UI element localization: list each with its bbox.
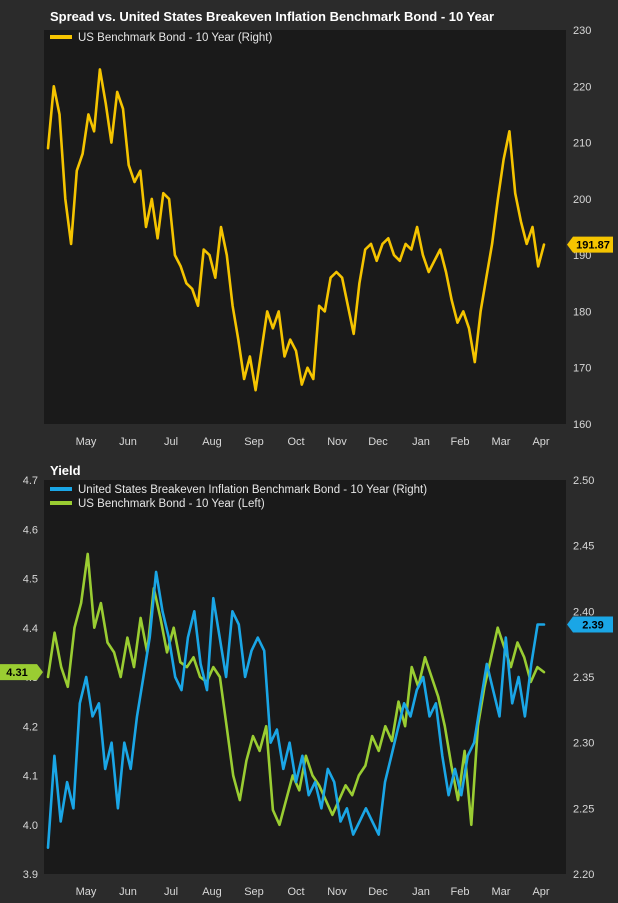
yield-x-tick-feb: Feb [451, 886, 470, 898]
last-value-badge-breakeven-bg [567, 616, 613, 633]
yield-y-left-tick-4.0: 4.0 [23, 820, 38, 832]
last-value-badge-breakeven: 2.39 [582, 619, 603, 631]
yield-y-left-tick-4.1: 4.1 [23, 771, 38, 783]
last-value-badge-us-benchmark-bg [567, 236, 613, 253]
yield-y-left-tick-4.4: 4.4 [23, 623, 38, 635]
yield-y-right-tick-2.25: 2.25 [573, 803, 594, 815]
legend-label-breakeven: United States Breakeven Inflation Benchm… [78, 484, 427, 496]
spread-y-tick-170: 170 [573, 363, 591, 375]
yield-y-right-tick-2.30: 2.30 [573, 738, 594, 750]
last-value-badge-us-benchmark-left-bg [0, 664, 43, 681]
spread-x-tick-jan: Jan [412, 436, 430, 448]
spread-x-tick-dec: Dec [368, 436, 388, 448]
spread-x-tick-jul: Jul [164, 436, 178, 448]
last-value-badge-us-benchmark-left: 4.31 [6, 667, 27, 679]
yield-x-tick-jan: Jan [412, 886, 430, 898]
spread-chart-title: Spread vs. United States Breakeven Infla… [50, 9, 494, 24]
spread-y-tick-210: 210 [573, 138, 591, 150]
spread-x-tick-sep: Sep [244, 436, 264, 448]
yield-x-tick-jun: Jun [119, 886, 137, 898]
yield-x-tick-may: May [76, 886, 97, 898]
yield-chart-panel: Yield United States Breakeven Inflation … [0, 463, 613, 898]
legend-label-us-benchmark-left: US Benchmark Bond - 10 Year (Left) [78, 498, 265, 510]
spread-y-tick-190: 190 [573, 250, 591, 262]
yield-y-left-tick-4.5: 4.5 [23, 574, 38, 586]
yield-x-tick-dec: Dec [368, 886, 388, 898]
spread-y-tick-180: 180 [573, 306, 591, 318]
yield-y-right-tick-2.35: 2.35 [573, 672, 594, 684]
yield-y-left-tick-3.9: 3.9 [23, 869, 38, 881]
yield-x-tick-oct: Oct [287, 886, 304, 898]
yield-y-right-tick-2.45: 2.45 [573, 541, 594, 553]
spread-x-tick-oct: Oct [287, 436, 304, 448]
yield-y-left-tick-4.2: 4.2 [23, 721, 38, 733]
legend-label-us-benchmark: US Benchmark Bond - 10 Year (Right) [78, 32, 272, 44]
yield-y-left-tick-4.7: 4.7 [23, 475, 38, 487]
series-line-breakeven [46, 570, 546, 850]
spread-x-tick-mar: Mar [492, 436, 511, 448]
spread-x-tick-apr: Apr [532, 436, 549, 448]
last-value-badge-us-benchmark: 191.87 [576, 240, 610, 252]
yield-y-right-tick-2.50: 2.50 [573, 475, 594, 487]
spread-x-tick-nov: Nov [327, 436, 347, 448]
spread-y-tick-220: 220 [573, 81, 591, 93]
yield-y-right-tick-2.40: 2.40 [573, 606, 594, 618]
spread-y-tick-230: 230 [573, 25, 591, 37]
yield-plot-area [44, 480, 566, 874]
yield-x-tick-jul: Jul [164, 886, 178, 898]
series-line-us-benchmark [46, 68, 546, 392]
spread-y-tick-200: 200 [573, 194, 591, 206]
yield-x-tick-apr: Apr [532, 886, 549, 898]
spread-x-tick-jun: Jun [119, 436, 137, 448]
spread-x-tick-may: May [76, 436, 97, 448]
yield-y-left-tick-4.6: 4.6 [23, 524, 38, 536]
yield-x-tick-sep: Sep [244, 886, 264, 898]
yield-x-tick-aug: Aug [202, 886, 222, 898]
spread-plot-area [44, 30, 566, 424]
spread-x-tick-aug: Aug [202, 436, 222, 448]
yield-x-tick-nov: Nov [327, 886, 347, 898]
spread-x-tick-feb: Feb [451, 436, 470, 448]
yield-y-right-tick-2.20: 2.20 [573, 869, 594, 881]
spread-y-tick-160: 160 [573, 419, 591, 431]
spread-chart-panel: Spread vs. United States Breakeven Infla… [44, 9, 613, 448]
yield-x-tick-mar: Mar [492, 886, 511, 898]
yield-chart-title: Yield [50, 463, 81, 478]
